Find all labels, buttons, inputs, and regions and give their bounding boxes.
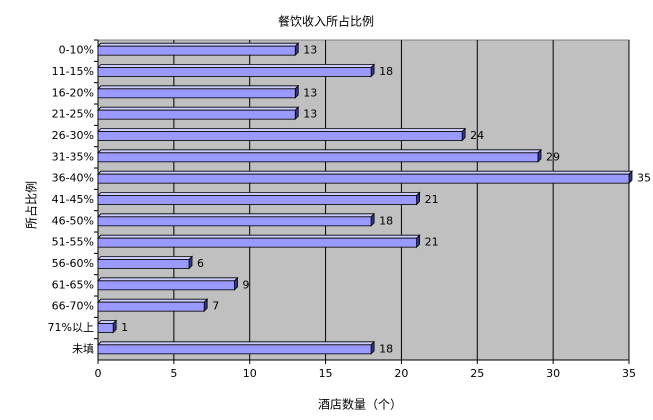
bar	[97, 152, 539, 163]
y-tick-label: 26-30%	[52, 129, 94, 142]
bar	[97, 45, 296, 56]
y-axis-label: 所占比例	[24, 181, 39, 229]
y-tick-label: 0-10%	[59, 44, 94, 57]
y-tick-label: 61-65%	[52, 278, 94, 291]
x-tick-label: 0	[95, 367, 102, 380]
bar-top	[97, 341, 376, 346]
bar	[97, 88, 296, 99]
value-label: 13	[303, 86, 317, 99]
y-tick-label: 56-60%	[52, 257, 94, 270]
bar	[97, 195, 418, 205]
x-tick-label: 35	[622, 367, 636, 380]
y-tick-label: 21-25%	[52, 108, 94, 121]
bar-top	[97, 128, 467, 132]
value-label: 13	[303, 108, 317, 121]
x-tick-label: 30	[546, 367, 560, 380]
bar	[97, 280, 235, 291]
x-tick-label: 25	[470, 367, 484, 380]
value-label: 13	[303, 44, 317, 57]
bar	[97, 323, 114, 333]
bar-top	[97, 192, 421, 196]
y-tick-label: 71%以上	[48, 321, 94, 334]
bar-top	[97, 213, 376, 218]
x-tick-label: 20	[394, 367, 408, 380]
bar	[97, 131, 463, 141]
bar-top	[97, 106, 300, 111]
value-label: 18	[379, 342, 393, 355]
value-label: 21	[425, 236, 439, 249]
bar-top	[97, 85, 300, 90]
bar-top	[97, 234, 421, 239]
x-axis-label: 酒店数量（个）	[318, 397, 402, 412]
bar-top	[97, 149, 542, 154]
bar-top	[97, 277, 239, 282]
value-label: 21	[425, 193, 439, 206]
x-tick-label: 10	[243, 367, 257, 380]
bar	[97, 109, 296, 120]
bar-top	[97, 298, 209, 303]
bar-top	[97, 170, 633, 175]
bar	[97, 344, 372, 355]
y-tick-label: 31-35%	[52, 150, 94, 163]
value-label: 9	[243, 278, 250, 291]
y-tick-label: 11-15%	[52, 65, 94, 78]
bar-top	[97, 42, 300, 47]
value-label: 18	[379, 214, 393, 227]
value-label: 29	[546, 150, 560, 163]
bar	[97, 301, 205, 312]
y-tick-label: 未填	[72, 341, 94, 355]
chart-title: 餐饮收入所占比例	[278, 14, 374, 29]
bar	[97, 67, 372, 77]
y-tick-label: 46-50%	[52, 214, 94, 227]
y-tick-label: 16-20%	[52, 86, 94, 99]
value-label: 1	[121, 321, 128, 334]
y-tick-label: 66-70%	[52, 300, 94, 313]
bar	[97, 237, 418, 248]
value-label: 7	[212, 300, 219, 313]
bar-top	[97, 64, 376, 68]
value-label: 35	[637, 172, 651, 185]
bar-top	[97, 256, 193, 260]
y-tick-label: 51-55%	[52, 236, 94, 249]
bar	[97, 216, 372, 227]
bar	[97, 259, 190, 269]
x-tick-label: 5	[170, 367, 177, 380]
value-label: 18	[379, 65, 393, 78]
value-label: 6	[197, 257, 204, 270]
bar	[97, 173, 630, 184]
y-tick-label: 41-45%	[52, 193, 94, 206]
y-tick-label: 36-40%	[52, 172, 94, 185]
value-label: 24	[470, 129, 484, 142]
x-tick-label: 15	[319, 367, 333, 380]
